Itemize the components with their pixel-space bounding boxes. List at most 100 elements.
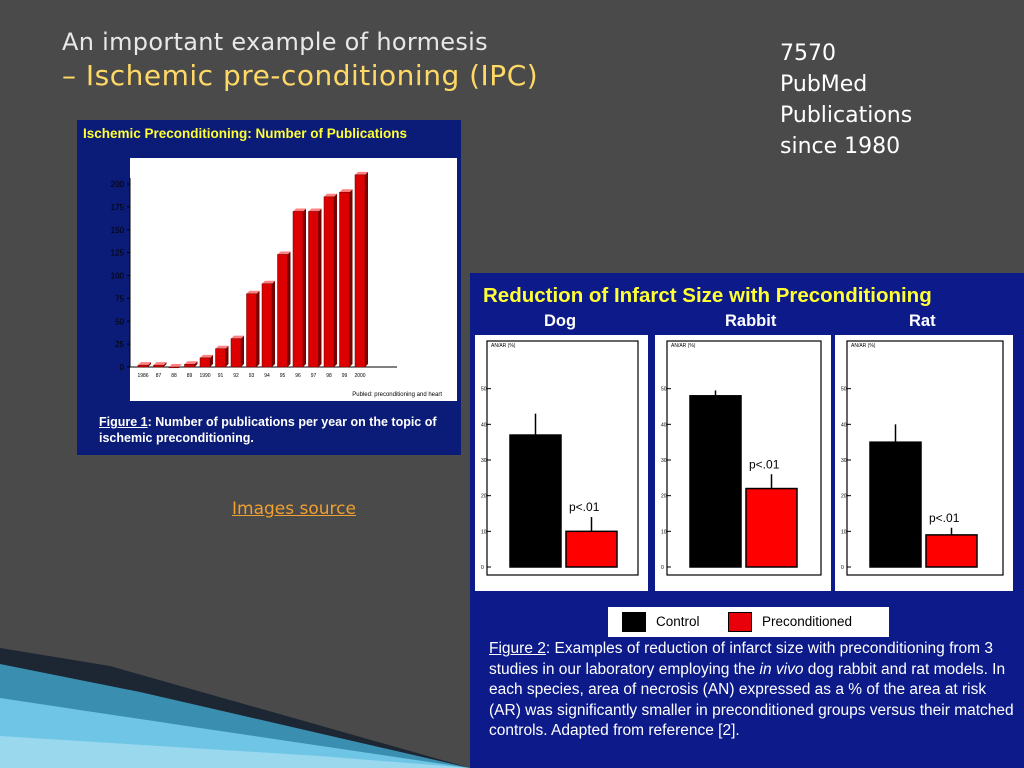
y-tick-label: 10 [481, 529, 487, 535]
bar [137, 364, 149, 368]
y-tick-label: 30 [481, 458, 487, 464]
bar [339, 191, 350, 368]
figure-1-title: Ischemic Preconditioning: Number of Publ… [83, 126, 408, 141]
bar [215, 348, 226, 368]
x-tick-label: 94 [264, 373, 270, 379]
figure-1-caption: Figure 1: Number of publications per yea… [99, 414, 444, 446]
figure-2-title: Reduction of Infarct Size with Precondit… [483, 284, 932, 307]
bar [199, 357, 211, 368]
title-line-1: An important example of hormesis [62, 28, 488, 56]
decorative-corner-stripes [0, 648, 470, 768]
bar-side [194, 361, 198, 367]
figure-2-infarct-size: AN/AR (%) 0 10 20 30 40 50 p<.01 AN/AR (%) 0 10 20 3… [470, 273, 1024, 768]
slide-title: An important example of hormesis – Ische… [62, 26, 538, 94]
bar [745, 487, 798, 568]
figure-1-publications-chart: Ischemic Preconditioning: Number of Publ… [77, 120, 461, 455]
y-axis-label: AN/AR (%) [491, 343, 516, 349]
x-tick-label: 91 [218, 373, 224, 379]
bar [925, 534, 978, 568]
y-axis-label: AN/AR (%) [851, 343, 876, 349]
bar [246, 293, 257, 368]
species-label-rabbit: Rabbit [725, 312, 777, 330]
y-tick-label: 0 [481, 565, 484, 571]
x-tick-label: 92 [233, 373, 239, 379]
panel-plot-border [846, 340, 1004, 576]
y-tick-label: 75 [115, 294, 124, 303]
bar [565, 530, 618, 568]
images-source-link[interactable]: Images source [232, 499, 356, 519]
bar-top [308, 208, 322, 212]
title-line-2: – Ischemic pre-conditioning (IPC) [62, 59, 539, 92]
caption-text: : Examples of reduction of infarct size … [489, 640, 994, 678]
bar-side [272, 280, 275, 367]
bar [277, 254, 288, 368]
caption-italic: in vivo [759, 660, 804, 678]
bar-top [231, 335, 244, 339]
bar-top [277, 251, 291, 255]
bar-top [355, 171, 368, 175]
stats-line: since 1980 [780, 134, 901, 159]
y-tick-label: 20 [481, 494, 487, 500]
panel-frame [655, 335, 831, 591]
x-tick-label: 96 [295, 373, 301, 379]
y-tick-label: 40 [841, 422, 847, 428]
stats-line: PubMed [780, 72, 868, 97]
bar-top [324, 193, 337, 197]
species-label-dog: Dog [544, 312, 577, 330]
bar [323, 196, 335, 368]
x-tick-label: 95 [280, 373, 286, 379]
bar [509, 434, 562, 568]
y-tick-label: 25 [115, 340, 124, 349]
y-tick-label: 20 [661, 494, 667, 500]
bar [308, 211, 319, 368]
y-tick-label: 40 [661, 422, 667, 428]
bar-side [287, 251, 291, 367]
x-tick-label: 88 [171, 373, 177, 379]
stats-line: Publications [780, 103, 913, 128]
y-tick-label: 30 [841, 458, 847, 464]
y-tick-label: 125 [111, 249, 125, 258]
bar-side [225, 345, 229, 367]
publication-stats: 7570 PubMed Publications since 1980 [780, 38, 912, 162]
bar-top [138, 362, 151, 366]
bar [153, 364, 164, 368]
y-tick-label: 100 [111, 272, 125, 281]
x-tick-label: 93 [249, 373, 255, 379]
x-tick-label: 87 [156, 373, 162, 379]
y-tick-label: 30 [661, 458, 667, 464]
significance-label: p<.01 [929, 511, 960, 525]
y-tick-label: 50 [841, 387, 847, 393]
query-note: Publed: preconditioning and heart [352, 392, 442, 398]
bar-top [169, 364, 182, 367]
stats-line: 7570 [780, 41, 836, 66]
caption-label: Figure 2 [489, 640, 546, 657]
y-tick-label: 0 [120, 363, 125, 372]
bar-side [148, 362, 151, 367]
bar-side [365, 171, 368, 367]
figure-2-caption: Figure 2: Examples of reduction of infar… [489, 639, 1014, 742]
bar-top [184, 361, 198, 365]
legend-control-swatch [622, 612, 646, 632]
caption-text: dog rabbit and rat models. In each speci… [489, 660, 1014, 740]
y-tick-label: 10 [661, 529, 667, 535]
bar-side [303, 208, 306, 367]
y-tick-label: 50 [115, 317, 124, 326]
infarct-bar-charts: AN/AR (%) 0 10 20 30 40 50 p<.01 AN/AR (%) 0 10 20 3… [475, 335, 1013, 591]
y-tick-label: 175 [111, 203, 125, 212]
bar [184, 364, 195, 368]
y-tick-label: 10 [841, 529, 847, 535]
bar [230, 338, 242, 368]
bar [869, 441, 922, 568]
bar-top [293, 208, 306, 212]
y-tick-label: 200 [111, 180, 125, 189]
bar [168, 366, 180, 369]
bar-top [262, 280, 275, 284]
chart-legend: Control Preconditioned [608, 607, 889, 637]
panel-plot-border [486, 340, 639, 576]
significance-label: p<.01 [749, 457, 780, 471]
bar-side [210, 354, 213, 367]
x-tick-label: 98 [326, 373, 332, 379]
species-label-rat: Rat [909, 312, 936, 330]
panel-plot-border [666, 340, 822, 576]
y-tick-label: 40 [481, 422, 487, 428]
